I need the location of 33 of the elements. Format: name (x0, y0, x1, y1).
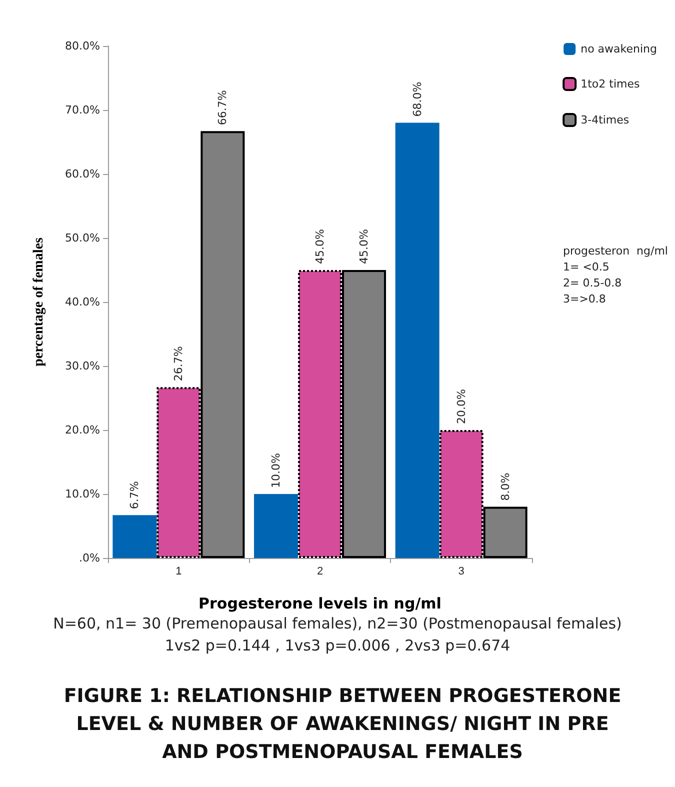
bar (112, 515, 157, 558)
y-tick-label: 10.0% (65, 488, 100, 500)
text: progesteron ng/ml 1= <0.5 2= 0.5-0.8 3=>0.8 (563, 244, 668, 306)
y-tick-label: 50.0% (65, 232, 100, 244)
y-tick-label: 30.0% (65, 360, 100, 372)
y-tick-label: 60.0% (65, 168, 100, 180)
y-tick-label: 40.0% (65, 296, 100, 308)
x-tick-label: 2 (316, 566, 324, 578)
legend-label: no awakening (580, 42, 657, 56)
data-label: 45.0% (358, 229, 370, 264)
data-label: 8.0% (498, 472, 512, 501)
text: N=60, n1= 30 (Premenopausal females), n2=30 (Postmenopausal females) (53, 614, 622, 632)
legend-label: 1to2 times (580, 78, 640, 90)
x-tick-label: 3 (458, 566, 464, 578)
y-tick-label: 70.0% (65, 104, 100, 116)
data-label: 26.7% (172, 346, 186, 382)
data-label: 68.0% (410, 82, 424, 117)
x-tick-label: 1 (176, 566, 182, 578)
data-label: 20.0% (454, 389, 468, 424)
bar (254, 494, 298, 558)
y-tick-label: 80.0% (65, 40, 100, 52)
y-tick-label: .0% (79, 552, 100, 564)
x-axis-title: Progesterone levels in ng/ml (198, 594, 442, 612)
text: 1vs2 p=0.144 , 1vs3 p=0.006 , 2vs3 p=0.674 (164, 636, 510, 654)
data-label: 6.7% (128, 481, 142, 510)
text: FIGURE 1: RELATIONSHIP BETWEEN PROGESTERONE LEVEL & NUMBER OF AWAKENINGS/ NIGHT IN PRE AND POSTMENOPAUSAL FEMALES (64, 685, 622, 763)
data-label: 66.7% (216, 90, 230, 126)
y-axis-title: percentage of females (32, 237, 46, 366)
y-tick-label: 20.0% (65, 424, 100, 436)
bar (395, 122, 440, 558)
data-label: 10.0% (270, 453, 282, 488)
data-label: 45.0% (314, 229, 326, 264)
legend-label: 3-4times (580, 114, 630, 126)
